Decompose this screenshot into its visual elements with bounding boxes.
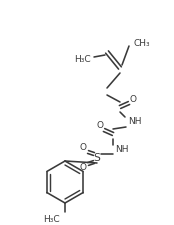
- Text: O: O: [80, 144, 86, 153]
- Text: CH₃: CH₃: [134, 38, 151, 47]
- Text: S: S: [94, 153, 100, 163]
- Text: H₃C: H₃C: [74, 54, 91, 63]
- Text: O: O: [97, 122, 104, 130]
- Text: NH: NH: [115, 146, 129, 155]
- Text: O: O: [129, 94, 136, 104]
- Text: H₃C: H₃C: [43, 214, 60, 223]
- Text: NH: NH: [128, 117, 141, 126]
- Text: O: O: [80, 164, 86, 173]
